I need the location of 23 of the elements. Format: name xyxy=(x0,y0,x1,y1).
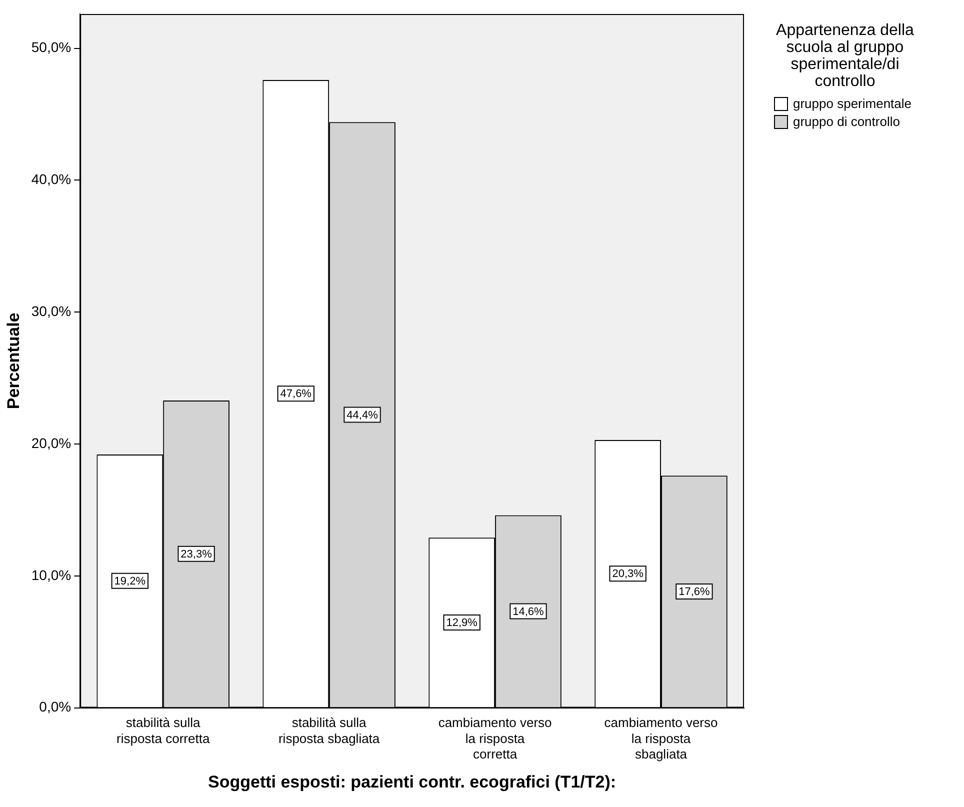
legend-label: gruppo di controllo xyxy=(793,114,900,129)
y-tick-label: 30,0% xyxy=(31,302,72,319)
y-tick-label: 10,0% xyxy=(31,566,72,583)
data-label: 47,6% xyxy=(280,388,312,400)
y-tick-label: 50,0% xyxy=(31,39,72,56)
data-label: 17,6% xyxy=(678,586,710,598)
text: gruppo sperimentale xyxy=(793,96,912,111)
data-label: 44,4% xyxy=(346,409,378,422)
y-axis-title: Percentuale xyxy=(4,312,23,410)
y-tick-label: 0,0% xyxy=(39,698,72,715)
x-tick-label: cambiamento verso la risposta corretta xyxy=(438,715,552,762)
legend-title: Appartenenza della scuola al gruppo sperimentale/di controllo xyxy=(775,22,915,90)
y-tick-label: 20,0% xyxy=(31,434,72,451)
x-tick-label: stabilità sulla risposta corretta xyxy=(116,715,210,746)
x-tick-label: stabilità sulla risposta sbagliata xyxy=(278,715,380,746)
data-label: 23,3% xyxy=(180,548,212,560)
data-label: 14,6% xyxy=(512,606,544,618)
x-tick-label: cambiamento verso la risposta sbagliata xyxy=(604,715,718,762)
data-label: 20,3% xyxy=(612,568,644,580)
data-label: 12,9% xyxy=(446,617,478,630)
y-tick-label: 40,0% xyxy=(31,171,72,188)
data-label: 19,2% xyxy=(114,575,146,588)
x-axis-title: Soggetti esposti: pazienti contr. ecografici (T1/T2): xyxy=(208,772,616,792)
